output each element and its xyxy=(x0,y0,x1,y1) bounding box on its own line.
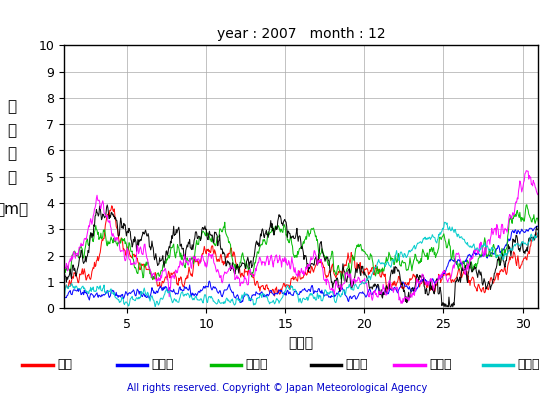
Text: All rights reserved. Copyright © Japan Meteorological Agency: All rights reserved. Copyright © Japan M… xyxy=(128,383,427,393)
Text: 福江島: 福江島 xyxy=(429,358,452,371)
Text: 高: 高 xyxy=(8,170,17,185)
Text: 江ノ島: 江ノ島 xyxy=(152,358,174,371)
Text: （m）: （m） xyxy=(0,202,29,217)
Text: 有: 有 xyxy=(8,99,17,114)
Text: 義: 義 xyxy=(8,123,17,138)
Text: 経ヶ崎: 経ヶ崎 xyxy=(346,358,369,371)
Title: year : 2007   month : 12: year : 2007 month : 12 xyxy=(217,28,385,41)
Text: 松前: 松前 xyxy=(57,358,72,371)
Text: 波: 波 xyxy=(8,147,17,162)
Text: 石廂崎: 石廂崎 xyxy=(246,358,269,371)
Text: 佐多崎: 佐多崎 xyxy=(518,358,541,371)
X-axis label: （日）: （日） xyxy=(289,337,314,350)
